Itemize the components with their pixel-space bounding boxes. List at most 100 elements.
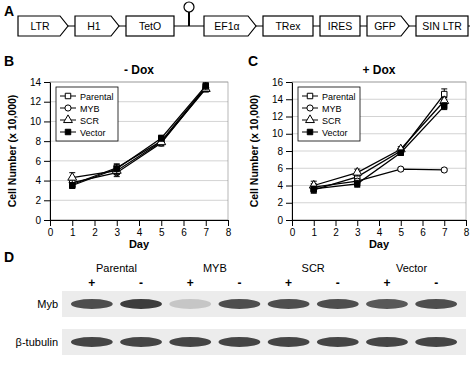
element-label: GFP <box>374 20 396 32</box>
legend-label: Parental <box>322 92 356 102</box>
group-label: SCR <box>302 262 325 274</box>
legend-label: MYB <box>80 104 100 114</box>
band <box>317 337 359 347</box>
grid-line <box>292 151 466 152</box>
x-tick-label: 4 <box>377 227 383 238</box>
line-chart: 01234567802468101214- DoxDayCell Number … <box>6 63 232 250</box>
x-tick-label: 3 <box>114 227 120 238</box>
data-point <box>70 182 75 187</box>
x-tick-label: 0 <box>290 227 296 238</box>
error-bar <box>354 180 360 187</box>
x-tick-mark <box>444 220 445 226</box>
y-tick: 6 <box>35 156 50 167</box>
box-shape <box>320 16 360 36</box>
data-point <box>203 83 208 88</box>
x-tick: 5 <box>398 220 404 238</box>
x-tick-mark <box>139 220 140 226</box>
x-tick: 2 <box>333 220 339 238</box>
x-axis-title: Day <box>369 238 390 250</box>
y-tick-mark <box>44 220 50 221</box>
y-tick-mark <box>286 99 292 100</box>
lane-label: - <box>434 276 438 290</box>
x-tick: 1 <box>311 220 317 238</box>
series-line <box>314 94 445 190</box>
x-tick-label: 8 <box>464 227 470 238</box>
y-tick: 12 <box>272 111 292 122</box>
y-tick-mark <box>286 82 292 83</box>
legend-label: Vector <box>80 128 106 138</box>
legend: ParentalMYBSCRVector <box>298 87 360 141</box>
element-label: TetO <box>139 20 161 32</box>
y-tick: 0 <box>277 215 292 226</box>
element-box: TetO <box>126 16 174 36</box>
x-tick-mark <box>401 220 402 226</box>
y-tick: 8 <box>277 146 292 157</box>
x-tick-mark <box>117 220 118 226</box>
x-tick: 3 <box>355 220 361 238</box>
y-tick-label: 4 <box>35 175 41 186</box>
x-axis: 012345678 <box>48 220 232 238</box>
legend-label: SCR <box>322 116 342 126</box>
x-tick-mark <box>314 220 315 226</box>
band <box>366 299 408 309</box>
x-tick-mark <box>336 220 337 226</box>
error-cap <box>441 88 447 89</box>
lane-label: - <box>237 276 241 290</box>
y-tick-label: 4 <box>277 180 283 191</box>
data-point <box>70 183 75 188</box>
error-cap <box>114 174 120 175</box>
y-tick-label: 6 <box>277 163 283 174</box>
western-blot: ParentalMYBSCRVector+-+-+-+-Mybβ-tubulin <box>16 262 466 355</box>
arrow-shape <box>367 16 409 36</box>
legend-marker <box>307 129 312 134</box>
element-label: IRES <box>328 20 353 32</box>
legend-label: Parental <box>80 92 114 102</box>
series-line <box>314 106 445 189</box>
blot-strip <box>62 329 466 355</box>
grid-line <box>50 200 228 201</box>
band <box>268 337 310 347</box>
arrow-shape <box>75 16 119 36</box>
element-arrow: H1 <box>75 16 119 36</box>
figure: ABCDLTRH1TetOEF1αTRexIRESGFPSIN LTR01234… <box>0 0 474 366</box>
band <box>415 337 457 347</box>
x-tick: 5 <box>159 220 165 238</box>
x-tick-mark <box>206 220 207 226</box>
series-line <box>72 86 206 186</box>
panel-letter: D <box>4 249 14 265</box>
lane-label: + <box>285 276 292 290</box>
element-hairpin <box>184 2 194 26</box>
box-shape <box>126 16 174 36</box>
error-bar <box>441 103 447 110</box>
x-tick: 7 <box>203 220 209 238</box>
element-box: SIN LTR <box>416 16 468 36</box>
x-tick: 0 <box>290 220 296 238</box>
y-tick-mark <box>44 121 50 122</box>
panel-letter: C <box>248 53 258 69</box>
y-tick-mark <box>286 220 292 221</box>
y-tick: 14 <box>272 94 292 105</box>
series <box>69 84 209 187</box>
legend-marker <box>64 115 73 123</box>
y-tick: 10 <box>272 128 292 139</box>
x-tick-mark <box>50 220 51 226</box>
data-point <box>114 166 119 171</box>
x-tick-mark <box>95 220 96 226</box>
band <box>317 299 359 309</box>
data-point <box>114 165 119 170</box>
y-tick: 8 <box>35 136 50 147</box>
legend-box <box>298 87 360 141</box>
panel-letter: A <box>4 3 14 19</box>
element-label: TRex <box>275 20 301 32</box>
error-bar <box>203 83 209 91</box>
arrow-shape <box>204 16 256 36</box>
lane-label: - <box>139 276 143 290</box>
data-point <box>159 135 164 140</box>
band <box>169 337 211 347</box>
x-tick-label: 0 <box>48 227 54 238</box>
hairpin-stem <box>188 12 190 26</box>
data-point <box>398 150 403 155</box>
x-tick-mark <box>184 220 185 226</box>
legend-marker <box>65 129 70 134</box>
blot-strip <box>62 291 466 317</box>
